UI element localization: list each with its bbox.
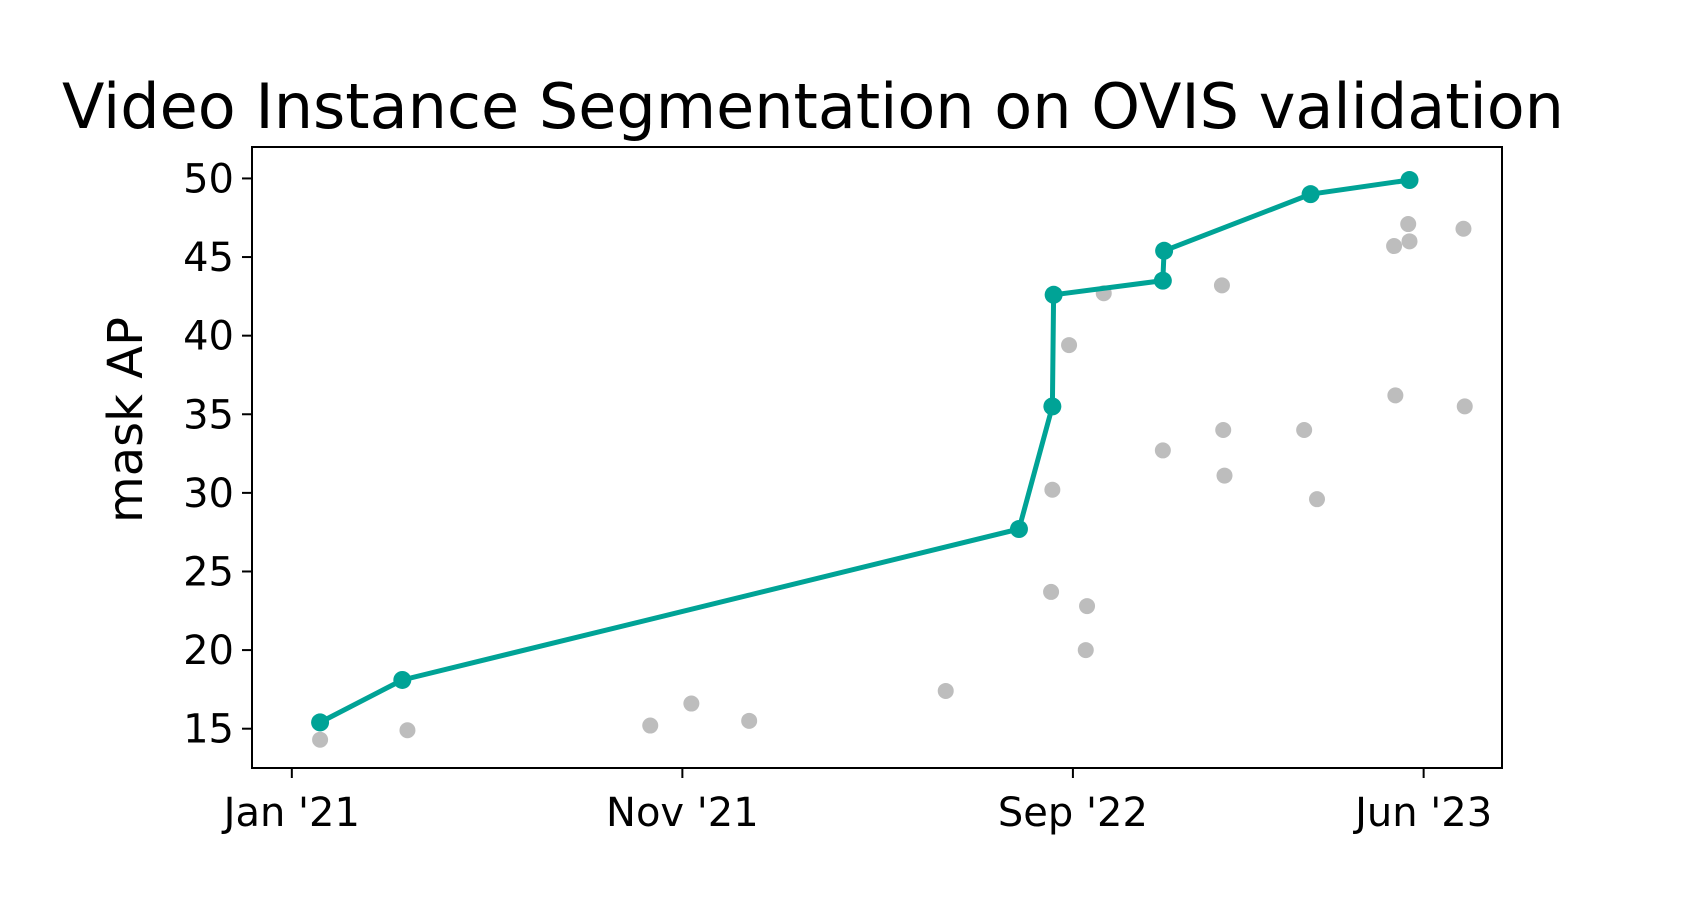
plot-frame <box>251 146 1503 769</box>
y-tick-label: 20 <box>183 628 234 674</box>
other-result-point <box>1400 216 1417 233</box>
sota-point <box>1009 520 1028 539</box>
other-result-point <box>937 682 954 699</box>
x-tick-label: Jan '21 <box>221 790 360 836</box>
other-result-point <box>683 695 700 712</box>
y-axis-label-text: mask AP <box>98 317 154 523</box>
chart-title: Video Instance Segmentation on OVIS vali… <box>62 70 1564 143</box>
sota-point <box>1155 241 1174 260</box>
other-result-point <box>1044 481 1061 498</box>
other-result-point <box>741 712 758 729</box>
other-result-point <box>1309 491 1326 508</box>
other-result-point <box>1079 598 1096 615</box>
y-tick-label: 25 <box>183 549 234 595</box>
other-result-point <box>1296 421 1313 438</box>
sota-point <box>1043 397 1062 416</box>
sota-line <box>318 177 1410 725</box>
other-result-point <box>1455 220 1472 237</box>
other-result-point <box>1215 421 1232 438</box>
y-axis: 15 20 25 30 35 40 45 50 <box>183 156 252 753</box>
sota-point <box>1301 185 1320 204</box>
y-tick-label: 45 <box>183 235 234 281</box>
other-result-point <box>1387 387 1404 404</box>
other-result-point <box>1386 238 1403 255</box>
y-axis-label: mask AP <box>98 317 154 523</box>
other-result-point <box>1213 277 1230 294</box>
other-result-point <box>1077 642 1094 659</box>
sota-point <box>1400 171 1419 190</box>
x-tick-label: Jun '23 <box>1352 790 1492 836</box>
x-tick-label: Sep '22 <box>998 790 1148 836</box>
other-result-point <box>1456 398 1473 415</box>
other-result-point <box>1401 233 1418 250</box>
y-tick-label: 35 <box>183 392 234 438</box>
plot-area <box>311 171 1473 748</box>
other-result-point <box>1043 583 1060 600</box>
other-result-point <box>1154 442 1171 459</box>
sota-point <box>393 670 412 689</box>
other-result-point <box>1061 337 1078 354</box>
y-tick-label: 50 <box>183 156 234 202</box>
other-result-point <box>399 722 416 739</box>
other-result-point <box>1216 467 1233 484</box>
sota-point <box>311 713 330 732</box>
x-axis: Jan '21 Nov '21 Sep '22 Jun '23 <box>221 768 1492 836</box>
sota-point <box>1044 285 1063 304</box>
y-tick-label: 30 <box>183 471 234 517</box>
y-tick-label: 15 <box>183 707 234 753</box>
y-tick-label: 40 <box>183 314 234 360</box>
other-result-point <box>642 717 659 734</box>
other-result-point <box>312 731 329 748</box>
sota-point <box>1153 271 1172 290</box>
x-tick-label: Nov '21 <box>606 790 759 836</box>
